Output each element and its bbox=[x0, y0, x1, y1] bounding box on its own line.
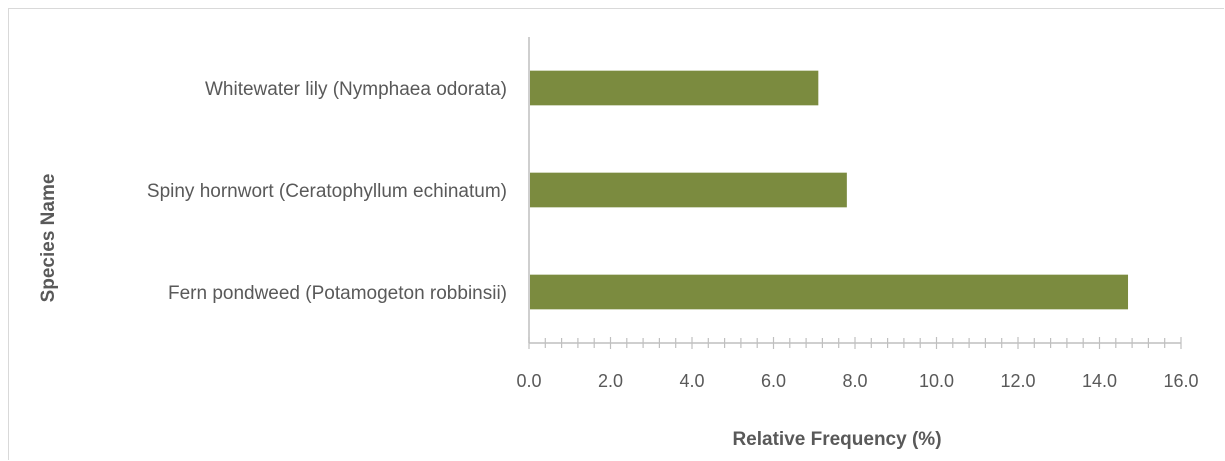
x-tick-label-4: 8.0 bbox=[842, 371, 867, 391]
x-tick-label-2: 4.0 bbox=[679, 371, 704, 391]
x-axis-title: Relative Frequency (%) bbox=[732, 429, 941, 450]
x-tick-label-0: 0.0 bbox=[516, 371, 541, 391]
x-tick-label-7: 14.0 bbox=[1082, 371, 1117, 391]
x-tick-label-6: 12.0 bbox=[1000, 371, 1035, 391]
category-label-2: Spiny hornwort (Ceratophyllum echinatum) bbox=[147, 181, 507, 202]
category-labels: Whitewater lily (Nymphaea odorata) Spiny … bbox=[147, 79, 507, 304]
y-axis-title: Species Name bbox=[38, 174, 59, 303]
bar-3 bbox=[530, 274, 1129, 310]
x-tick-label-3: 6.0 bbox=[761, 371, 786, 391]
x-tick-label-8: 16.0 bbox=[1163, 371, 1198, 391]
x-tick-label-5: 10.0 bbox=[919, 371, 954, 391]
x-tick-label-1: 2.0 bbox=[598, 371, 623, 391]
x-tick-labels: 0.0 2.0 4.0 6.0 8.0 10.0 12.0 14.0 16.0 bbox=[516, 371, 1198, 391]
category-label-3: Fern pondweed (Potamogeton robbinsii) bbox=[168, 283, 507, 304]
bars-group bbox=[530, 70, 1129, 310]
x-ticks-group bbox=[528, 337, 1182, 349]
bar-2 bbox=[530, 172, 847, 208]
bar-1 bbox=[530, 70, 819, 106]
category-label-1: Whitewater lily (Nymphaea odorata) bbox=[205, 79, 507, 100]
